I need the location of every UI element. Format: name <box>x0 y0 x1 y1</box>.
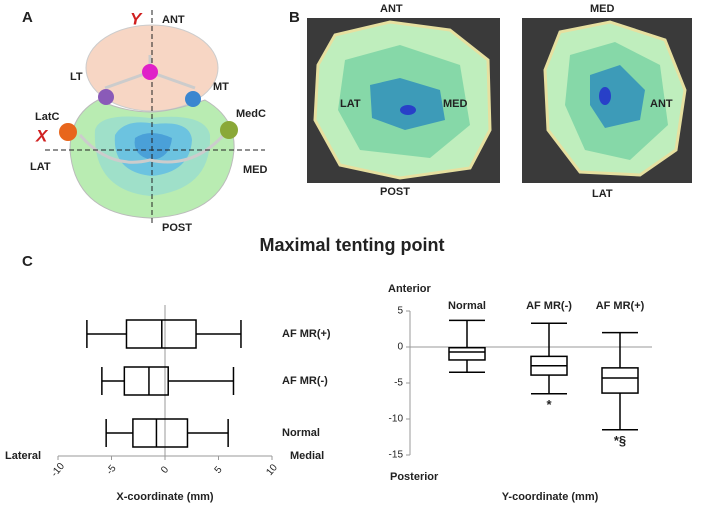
axis-side-label: Posterior <box>390 471 439 483</box>
annotation: *§ <box>614 433 626 448</box>
y-tick-label: -10 <box>389 414 404 425</box>
x-tick-label: 5 <box>213 464 225 476</box>
box <box>448 346 486 361</box>
category-label: AF MR(-) <box>282 375 328 387</box>
x-tick-label: 10 <box>264 462 280 478</box>
box <box>132 418 189 448</box>
surface-deep <box>590 65 645 128</box>
axis-side-label: Anterior <box>388 283 432 295</box>
label: LAT <box>30 161 51 173</box>
label: ANT <box>380 3 403 15</box>
axis-letter: Y <box>130 9 143 28</box>
label: ANT <box>650 98 673 110</box>
label: MED <box>590 3 615 15</box>
axis-letter: X <box>35 126 49 145</box>
y-tick-label: 0 <box>397 342 403 353</box>
sphere-mt <box>185 91 201 107</box>
label: LatC <box>35 111 60 123</box>
label: LT <box>70 71 83 83</box>
sphere-ant <box>142 64 158 80</box>
category-label: AF MR(+) <box>282 328 331 340</box>
panel-label: C <box>22 253 33 270</box>
panel-label: A <box>22 9 33 26</box>
sphere-lt <box>98 89 114 105</box>
sphere-latc <box>59 123 77 141</box>
axis-title: Y-coordinate (mm) <box>502 491 599 503</box>
panel-label: B <box>289 9 300 26</box>
deepest-point <box>400 105 416 115</box>
y-tick-label: -15 <box>389 450 404 461</box>
axis-title: X-coordinate (mm) <box>116 491 214 503</box>
annotation: * <box>546 397 552 412</box>
x-tick-label: -5 <box>105 463 119 477</box>
category-label: AF MR(+) <box>596 300 645 312</box>
box <box>601 367 639 394</box>
category-label: Normal <box>282 427 320 439</box>
label: LAT <box>592 188 613 200</box>
category-label: AF MR(-) <box>526 300 572 312</box>
x-tick-label: -10 <box>49 461 67 479</box>
deepest-point <box>599 87 611 105</box>
label: MedC <box>236 108 266 120</box>
sphere-medc <box>220 121 238 139</box>
category-label: Normal <box>448 300 486 312</box>
box <box>123 366 169 396</box>
y-tick-label: 5 <box>397 306 403 317</box>
label: POST <box>162 222 192 234</box>
panel-title: Maximal tenting point <box>259 235 444 255</box>
y-tick-label: -5 <box>394 378 403 389</box>
label: POST <box>380 186 410 198</box>
surface-deep <box>370 78 445 130</box>
label: MED <box>243 164 268 176</box>
tenting-deep <box>134 133 172 160</box>
axis-side-label: Medial <box>290 450 324 462</box>
x-tick-label: 0 <box>159 464 171 476</box>
label: ANT <box>162 14 185 26</box>
label: LAT <box>340 98 361 110</box>
valve-diagram <box>45 10 265 225</box>
axis-side-label: Lateral <box>5 450 41 462</box>
label: MT <box>213 81 229 93</box>
label: MED <box>443 98 468 110</box>
